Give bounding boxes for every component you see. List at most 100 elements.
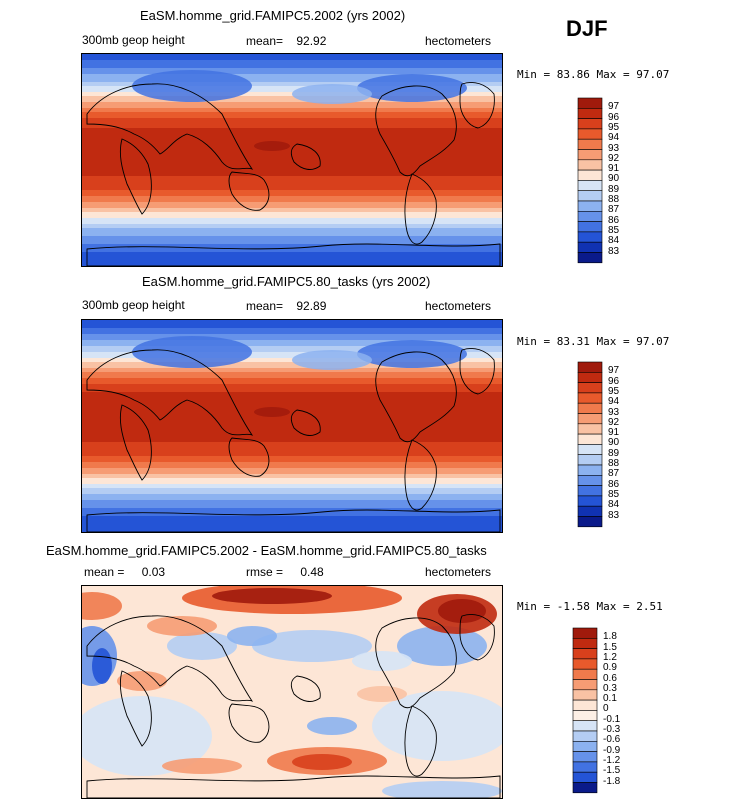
field-band [82, 336, 502, 339]
field-band [82, 354, 502, 357]
field-band [82, 102, 502, 105]
field-band [82, 218, 502, 221]
colorbar-swatch [577, 231, 603, 243]
colorbar-swatch [577, 505, 603, 517]
field-band [82, 450, 502, 453]
colorbar-swatch [577, 211, 603, 222]
field-band [82, 74, 502, 77]
field-band [82, 214, 502, 217]
field-band [82, 58, 502, 61]
field-band [82, 178, 502, 181]
field-band [82, 120, 502, 123]
field-band [82, 444, 502, 447]
field-band [82, 248, 502, 251]
field-feature [254, 141, 290, 151]
field-band [82, 508, 502, 511]
field-band [82, 462, 502, 465]
field-band [82, 254, 502, 257]
colorbar-swatch [577, 221, 603, 233]
colorbar-tick-label: 1.5 [603, 641, 617, 653]
field-band [82, 528, 502, 531]
field-band [82, 132, 502, 135]
panel2-mean-value: 92.89 [296, 299, 327, 313]
field-band [82, 122, 502, 125]
panel3-rmse: rmse = 0.48 [246, 565, 324, 579]
colorbar-swatch [577, 392, 603, 404]
coastline-3 [375, 85, 457, 177]
field-band [82, 424, 502, 427]
field-band [82, 64, 502, 67]
field-band [82, 104, 502, 107]
field-band [82, 258, 502, 261]
field-band [82, 480, 502, 483]
colorbar-tick-label: 87 [608, 204, 620, 216]
colorbar-tick-label: 97 [608, 101, 620, 113]
field-band [82, 512, 502, 515]
panel3-mean: mean = 0.03 [84, 565, 165, 579]
colorbar-tick-label: 0.3 [603, 682, 617, 694]
field-band [82, 92, 502, 95]
field-anomaly [212, 588, 332, 604]
colorbar-tick-label: 0.9 [603, 662, 617, 674]
field-band [82, 256, 502, 259]
field-band [82, 162, 502, 165]
colorbar-tick-label: -0.9 [603, 744, 621, 756]
field-band [82, 466, 502, 469]
field-band [82, 350, 502, 353]
field-band [82, 334, 502, 337]
field-feature [292, 84, 372, 104]
panel3-map [81, 585, 503, 799]
field-band [82, 380, 502, 383]
colorbar-tick-label: 84 [608, 235, 620, 247]
colorbar-tick-label: 90 [608, 173, 620, 185]
field-band [82, 438, 502, 441]
panel2-minmax: Min = 83.31 Max = 97.07 [517, 335, 669, 348]
colorbar-swatch [572, 751, 598, 763]
field-band [82, 448, 502, 451]
field-band [82, 220, 502, 223]
panel3-rmse-value: 0.48 [300, 565, 324, 579]
colorbar-tick-label: 94 [608, 396, 620, 408]
field-band [82, 478, 502, 481]
field-band [82, 348, 502, 351]
field-band [82, 464, 502, 467]
panel2-max-label: Max = [596, 335, 630, 348]
field-band [82, 492, 502, 495]
coastline-4 [404, 439, 437, 511]
field-band [82, 138, 502, 141]
field-band [82, 180, 502, 183]
colorbar-tick-label: 91 [608, 163, 620, 175]
colorbar-swatch [572, 658, 598, 670]
colorbar-swatch [572, 699, 598, 711]
field-band [82, 126, 502, 129]
field-band [82, 140, 502, 143]
field-band [82, 408, 502, 411]
field-band [82, 100, 502, 103]
field-band [82, 192, 502, 195]
field-band [82, 454, 502, 457]
field-band [82, 368, 502, 371]
field-band [82, 324, 502, 327]
panel2-mean: mean= 92.89 [246, 299, 326, 313]
field-band [82, 322, 502, 325]
colorbar-swatch [577, 138, 603, 150]
field-band [82, 242, 502, 245]
colorbar-tick-label: 1.2 [603, 651, 617, 663]
field-anomaly [357, 686, 407, 702]
field-band [82, 144, 502, 147]
coastline-7 [86, 509, 501, 532]
field-anomaly [147, 616, 217, 636]
coastline-4 [404, 173, 437, 245]
colorbar-tick-label: -0.6 [603, 734, 621, 746]
field-band [82, 208, 502, 211]
colorbar-tick-label: 83 [608, 245, 620, 257]
field-band [82, 188, 502, 191]
colorbar-swatch [577, 475, 603, 486]
colorbar-tick-label: 95 [608, 121, 620, 133]
colorbar-swatch [577, 149, 603, 161]
field-band [82, 118, 502, 121]
panel1-variable: 300mb geop height [82, 33, 185, 47]
field-band [82, 344, 502, 347]
field-band [82, 484, 502, 487]
colorbar-swatch [572, 648, 598, 660]
